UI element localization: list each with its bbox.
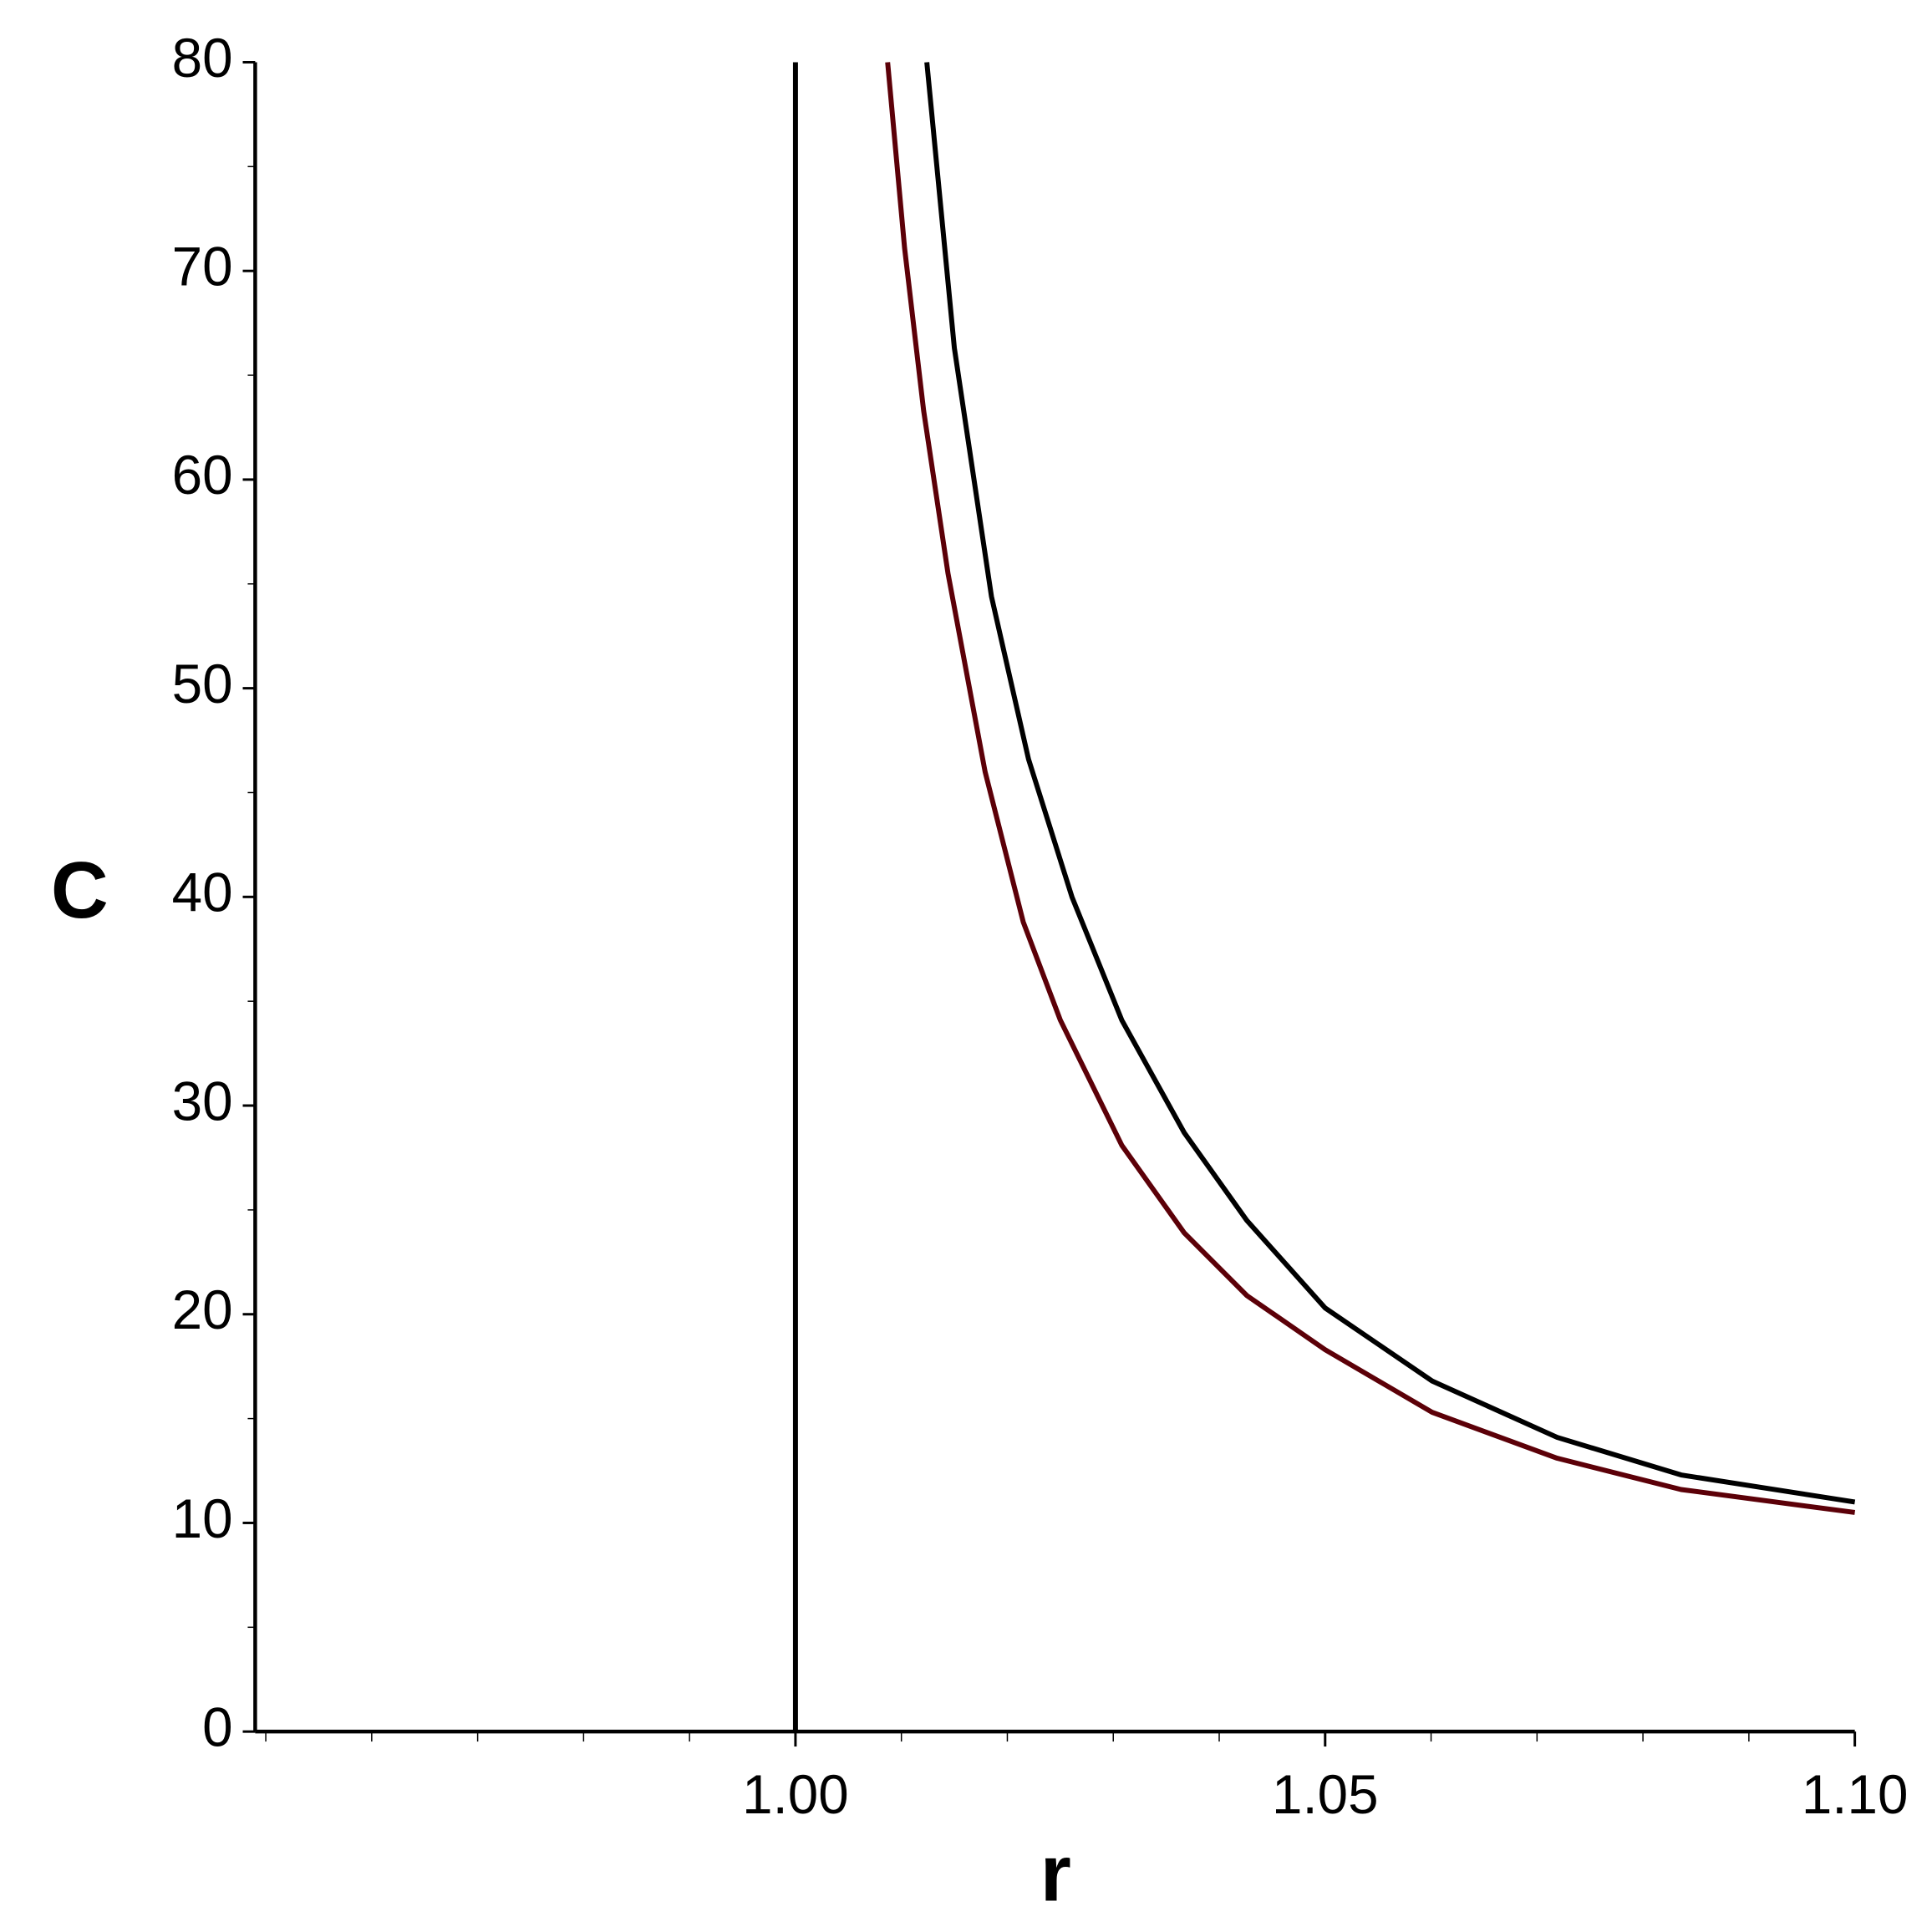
x-tick-label: 1.05 [1272,1764,1379,1825]
curve [924,62,1856,1505]
y-tick-label: 50 [172,653,233,714]
y-tick-label: 60 [172,445,233,506]
y-tick-label: 30 [172,1070,233,1131]
y-tick-label: 0 [202,1696,232,1757]
y-tick-label: 70 [172,236,233,297]
x-axis-label: r [1040,1830,1071,1919]
y-tick-label: 80 [172,28,233,89]
curve [885,62,1856,1515]
y-tick-label: 40 [172,862,233,923]
x-tick-label: 1.10 [1802,1764,1909,1825]
x-tick-label: 1.00 [742,1764,849,1825]
y-tick-label: 10 [172,1488,233,1549]
y-axis-label: C [51,847,109,935]
y-tick-label: 20 [172,1279,233,1340]
